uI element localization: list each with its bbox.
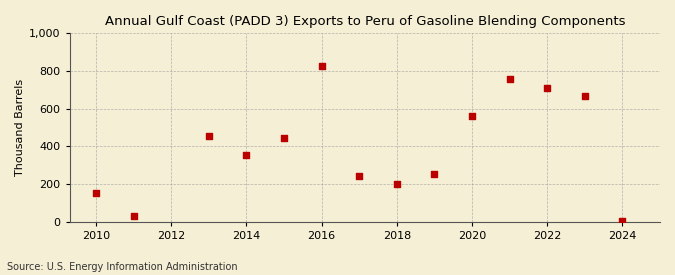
- Point: [241, 153, 252, 157]
- Text: Source: U.S. Energy Information Administration: Source: U.S. Energy Information Administ…: [7, 262, 238, 272]
- Point: [203, 134, 214, 138]
- Point: [429, 172, 440, 176]
- Title: Annual Gulf Coast (PADD 3) Exports to Peru of Gasoline Blending Components: Annual Gulf Coast (PADD 3) Exports to Pe…: [105, 15, 625, 28]
- Point: [128, 214, 139, 218]
- Point: [466, 114, 477, 119]
- Point: [354, 173, 364, 178]
- Point: [542, 86, 553, 90]
- Y-axis label: Thousand Barrels: Thousand Barrels: [15, 79, 25, 176]
- Point: [90, 191, 101, 196]
- Point: [316, 64, 327, 68]
- Point: [617, 219, 628, 223]
- Point: [504, 76, 515, 81]
- Point: [279, 136, 290, 140]
- Point: [579, 93, 590, 98]
- Point: [392, 182, 402, 186]
